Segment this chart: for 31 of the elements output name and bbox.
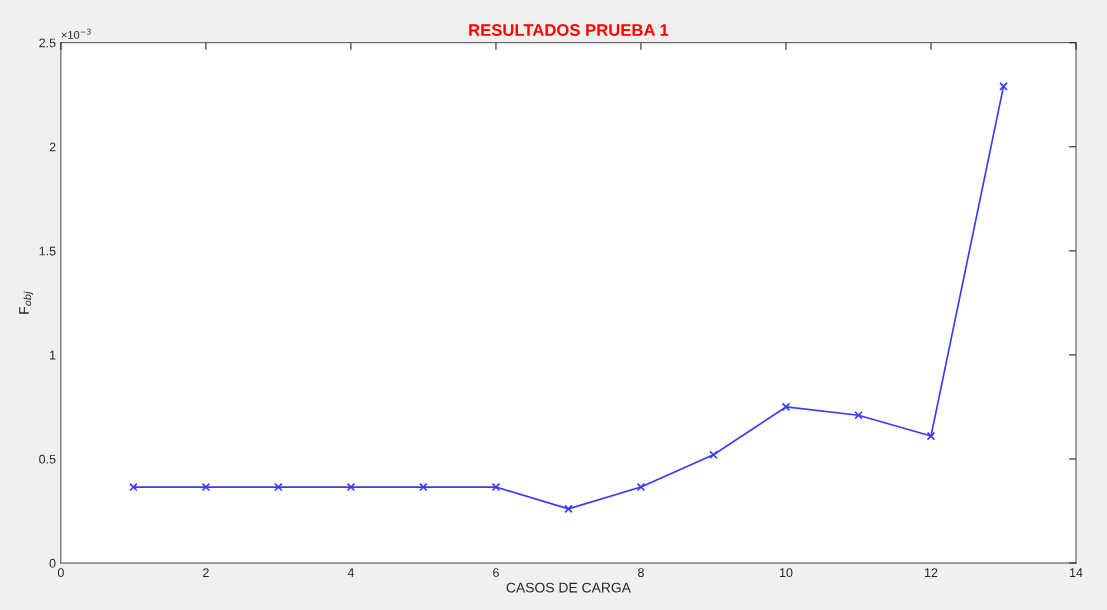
y-axis-title: F$_{obj}$ [19,291,34,314]
y-tick-label: 1.5 [39,246,56,256]
x-tick-label: 10 [779,568,793,578]
x-tick-label: 0 [57,568,64,578]
y-tick-label: 1 [50,350,56,360]
y-tick-label: 2 [49,142,56,152]
point [854,410,863,420]
point [999,82,1008,91]
x-tick-label: 6 [493,568,499,578]
point [709,450,718,460]
point [491,482,501,492]
x-axis-title: CASOS DE CARGA [506,582,631,593]
text: ×10$^{−3}$ [61,28,91,39]
point [564,504,573,514]
point [781,402,791,412]
point [926,431,936,441]
point [274,482,283,492]
y-tick-label: 0.5 [39,454,56,464]
point [346,482,356,492]
chart-title: RESULTADOS PRUEBA 1 [469,24,669,36]
point [201,482,211,492]
y-tick-label: 0 [49,558,56,568]
x-tick-label: 8 [638,568,644,578]
point [419,482,428,492]
x-tick-label: 14 [1070,568,1083,577]
y-tick-label: 2.5 [39,38,56,48]
point [129,482,138,492]
x-tick-label: 12 [924,568,938,577]
x-tick-label: 4 [347,568,355,577]
point [636,482,646,492]
x-tick-label: 2 [203,568,209,577]
